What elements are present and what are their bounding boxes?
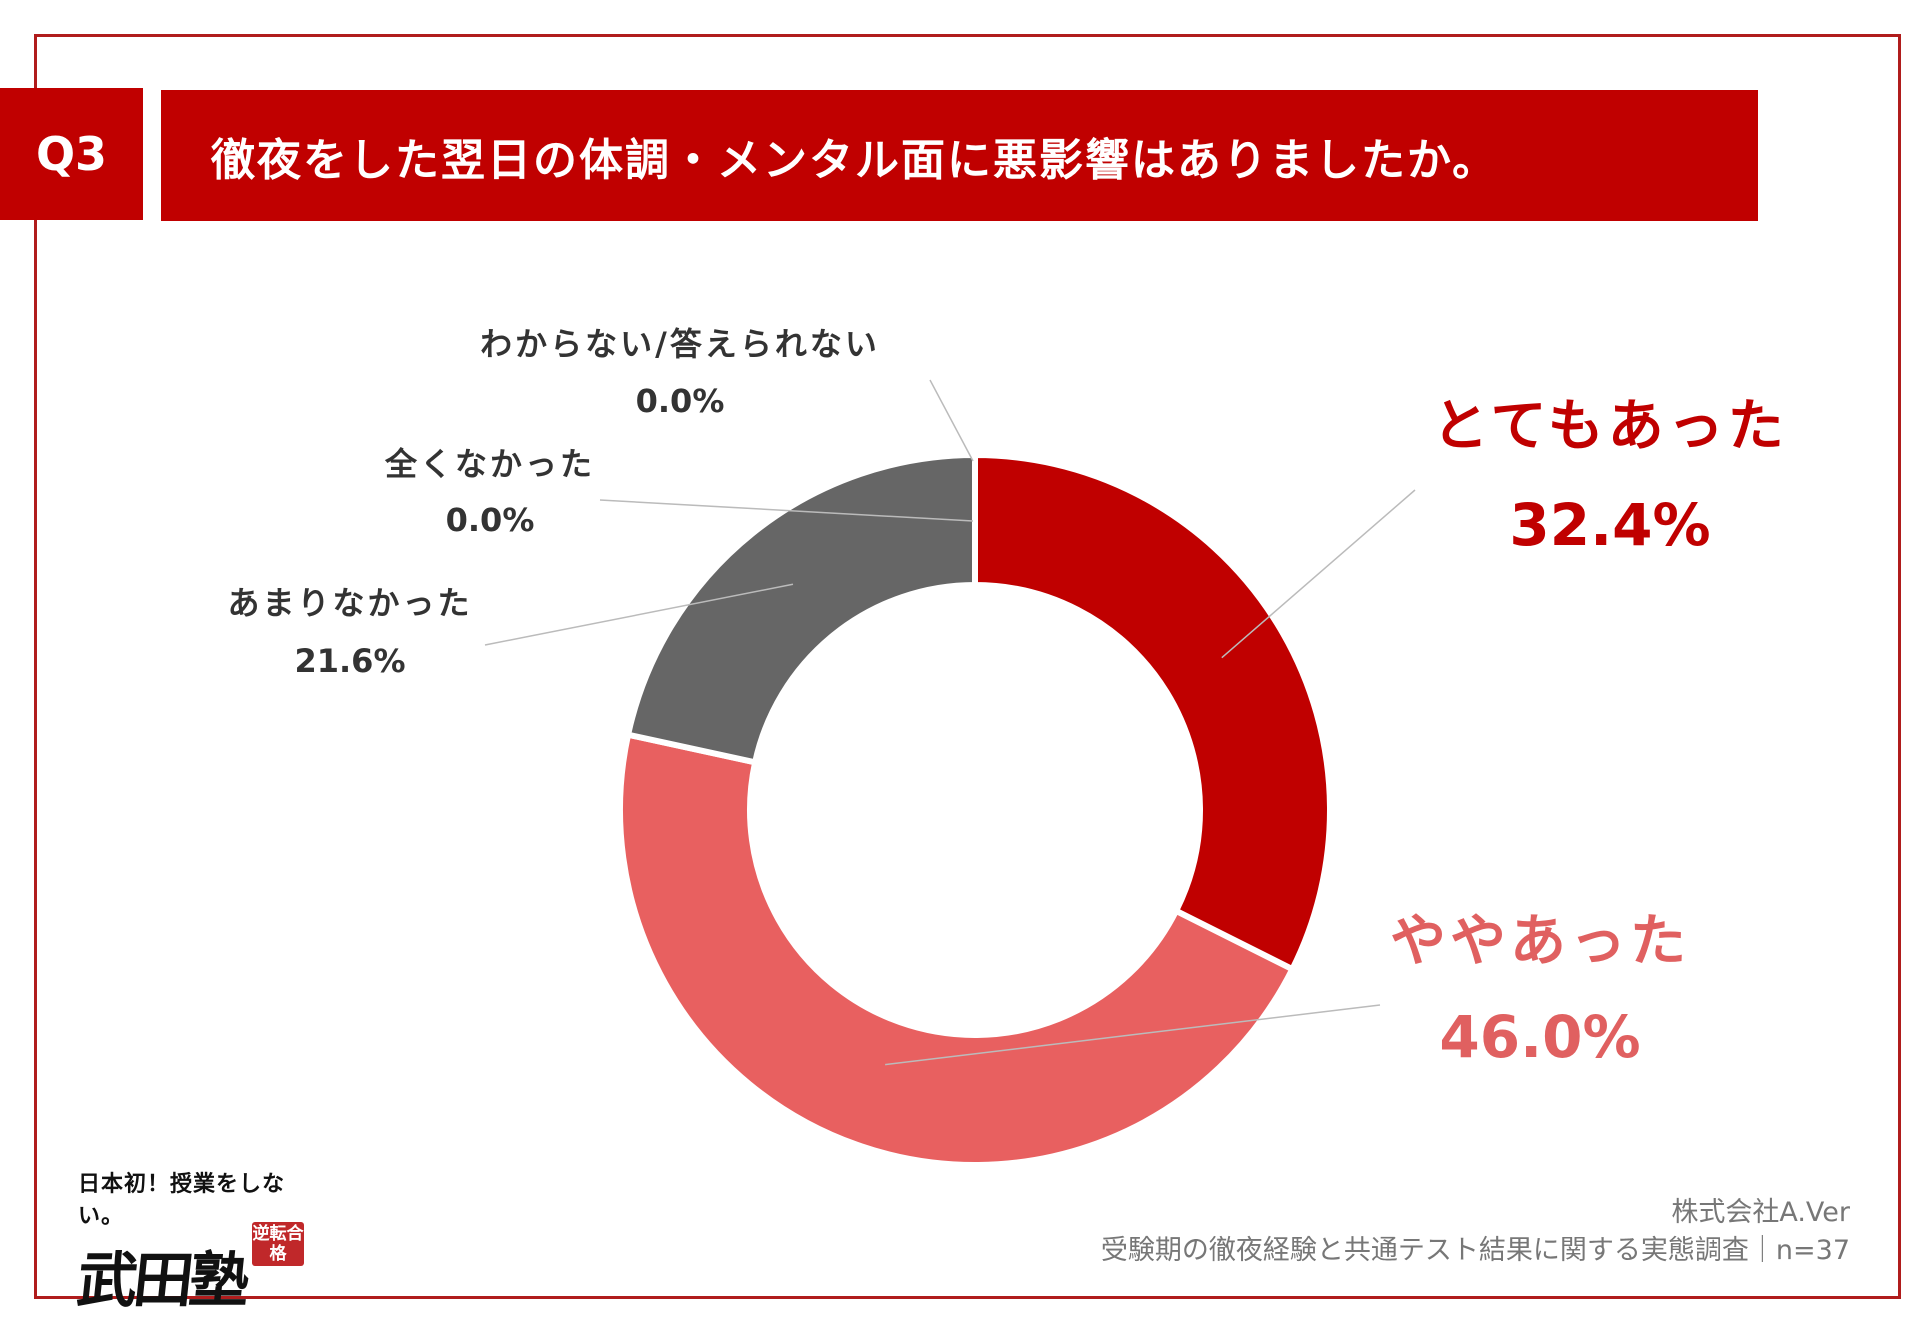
value-label-3: 0.0%	[446, 501, 535, 539]
slice-1	[617, 731, 1297, 1168]
question-title-bar: 徹夜をした翌日の体調・メンタル面に悪影響はありましたか。	[161, 90, 1758, 221]
category-label-2: あまりなかった	[227, 584, 472, 622]
category-label-4: わからない/答えられない	[480, 325, 880, 363]
brand-logo: 日本初！授業をしない。 武田塾 逆転合格	[74, 1166, 308, 1316]
logo-name: 武田塾	[73, 1246, 250, 1316]
value-label-0: 32.4%	[1509, 491, 1710, 559]
slice-0	[972, 451, 1333, 974]
value-label-1: 46.0%	[1439, 1003, 1640, 1071]
leader-line-0	[1221, 489, 1416, 659]
leader-line-2	[484, 583, 794, 646]
leader-line-3	[599, 499, 974, 522]
category-label-1: ややあった	[1390, 909, 1690, 974]
logo-stamp: 逆転合格	[252, 1222, 304, 1266]
leader-line-1	[885, 1004, 1381, 1066]
category-label-3: 全くなかった	[384, 445, 595, 483]
source-note: 株式会社A.Ver 受験期の徹夜経験と共通テスト結果に関する実態調査｜n=37	[1101, 1194, 1850, 1270]
question-title: 徹夜をした翌日の体調・メンタル面に悪影響はありましたか。	[211, 134, 1499, 186]
logo-tagline: 日本初！授業をしない。	[78, 1171, 286, 1229]
value-label-4: 0.0%	[636, 382, 725, 420]
value-label-2: 21.6%	[294, 642, 405, 680]
source-survey: 受験期の徹夜経験と共通テスト結果に関する実態調査｜n=37	[1100, 1235, 1850, 1266]
category-label-0: とてもあった	[1432, 394, 1788, 459]
question-number-badge: Q3	[0, 88, 143, 220]
slice-2	[624, 451, 978, 766]
leader-line-4	[929, 379, 974, 462]
source-company: 株式会社A.Ver	[1671, 1197, 1850, 1228]
content-frame	[34, 34, 1901, 1299]
